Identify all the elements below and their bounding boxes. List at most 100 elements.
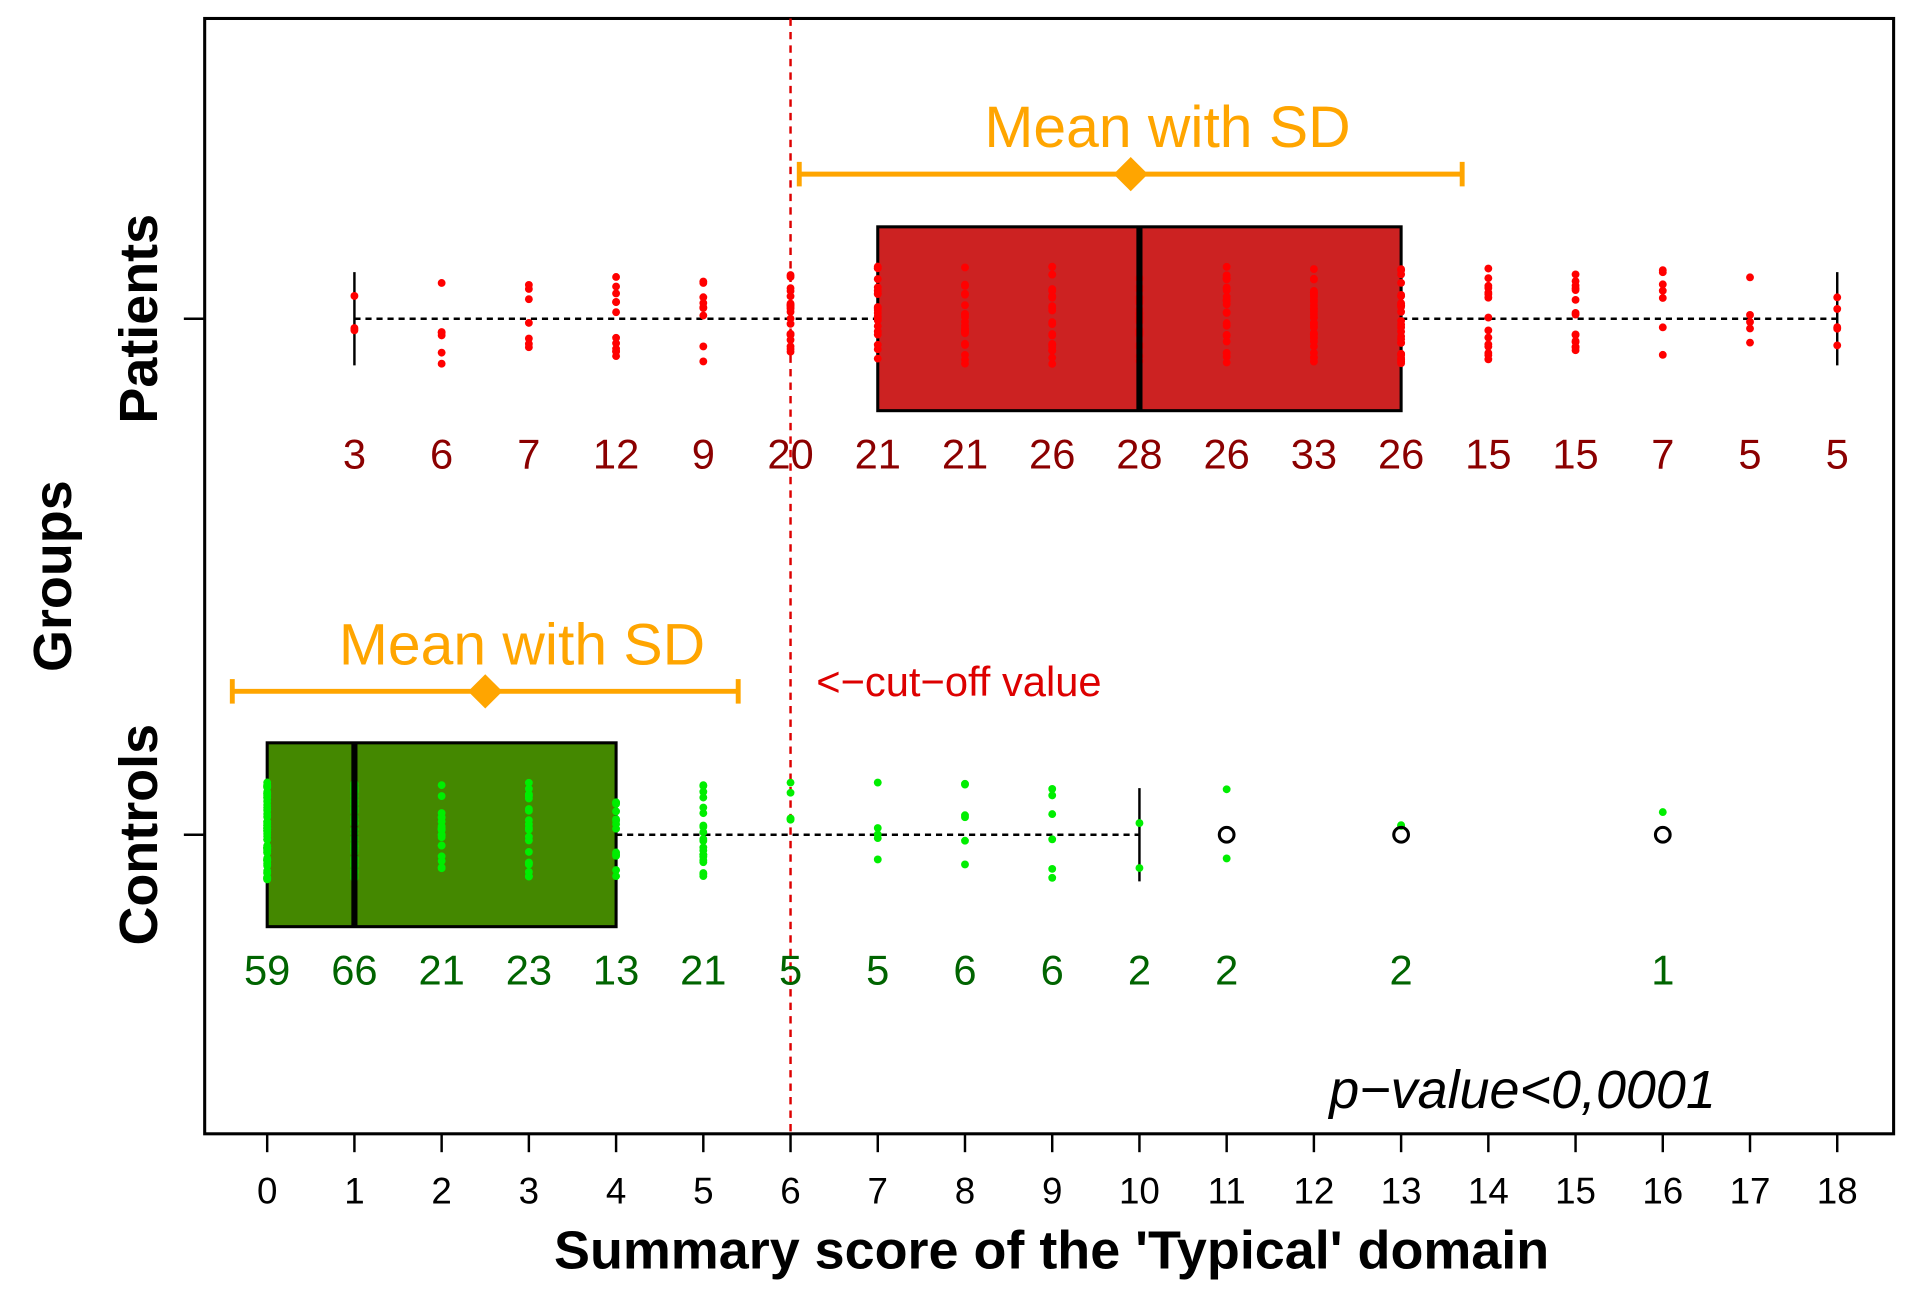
x-tick-label: 10 [1119, 1171, 1160, 1212]
count-label: 26 [1029, 430, 1075, 477]
x-tick-label: 18 [1817, 1171, 1858, 1212]
data-point [873, 275, 882, 284]
data-point [873, 289, 882, 298]
data-point [1048, 287, 1057, 295]
data-point [1833, 341, 1842, 350]
data-point [1397, 307, 1406, 316]
data-point [437, 781, 446, 790]
count-label: 20 [767, 430, 813, 477]
data-point [873, 306, 882, 314]
data-point [873, 330, 882, 339]
data-point [437, 279, 446, 287]
data-point [699, 277, 708, 286]
data-point [612, 816, 621, 825]
count-label: 15 [1465, 430, 1511, 477]
data-point [437, 863, 446, 872]
data-point [873, 855, 882, 864]
data-point [1048, 262, 1057, 271]
data-point [1658, 266, 1667, 275]
count-label: 2 [1390, 946, 1413, 993]
data-point [437, 831, 446, 840]
data-point [1222, 319, 1231, 328]
data-point [1397, 359, 1406, 368]
data-point [699, 782, 708, 790]
data-point [263, 868, 272, 877]
data-point [699, 342, 708, 351]
data-point [786, 287, 795, 295]
data-point [1484, 274, 1493, 283]
x-tick-label: 9 [1042, 1171, 1062, 1212]
data-point [786, 303, 795, 311]
y-tick-label-patients: Patients [109, 214, 169, 424]
data-point [437, 348, 446, 357]
data-point [350, 292, 359, 300]
data-point [786, 330, 795, 339]
mean-sd-label: Mean with SD [984, 95, 1350, 160]
data-point [612, 347, 621, 356]
count-label: 21 [418, 946, 464, 993]
data-point [1222, 349, 1231, 357]
data-point [786, 788, 795, 797]
data-point [1484, 351, 1493, 360]
x-tick-label: 7 [868, 1171, 888, 1212]
y-tick-label-controls: Controls [109, 724, 169, 946]
x-tick-label: 6 [780, 1171, 800, 1212]
data-point [524, 784, 533, 793]
data-point [873, 830, 882, 839]
x-tick-label: 16 [1642, 1171, 1683, 1212]
data-point [1309, 288, 1318, 297]
data-point [612, 807, 621, 816]
count-label: 7 [517, 430, 540, 477]
data-point [961, 317, 969, 326]
x-tick-label: 5 [693, 1171, 713, 1212]
data-point [961, 263, 969, 272]
count-label: 9 [692, 430, 715, 477]
data-point [1222, 358, 1231, 367]
data-point [263, 855, 272, 864]
data-point [873, 283, 882, 292]
data-point [1309, 322, 1318, 331]
data-point [1746, 318, 1754, 326]
data-point [961, 780, 969, 789]
count-label: 7 [1651, 430, 1674, 477]
data-point [524, 872, 533, 881]
count-label: 26 [1203, 430, 1249, 477]
data-point [1571, 337, 1580, 345]
data-point [612, 866, 621, 875]
data-point [437, 331, 446, 340]
data-point [524, 836, 533, 845]
data-point [1048, 835, 1057, 844]
data-point [612, 798, 621, 807]
data-point [263, 843, 272, 852]
data-point [612, 850, 621, 859]
data-point [1309, 330, 1318, 339]
data-point [524, 847, 533, 856]
data-point [1309, 301, 1318, 310]
data-point [1309, 337, 1318, 346]
data-point [1397, 270, 1406, 279]
count-label: 66 [331, 946, 377, 993]
data-point [524, 778, 533, 787]
data-point [699, 870, 708, 879]
data-point [1571, 295, 1580, 304]
data-point [961, 860, 969, 869]
count-label: 5 [866, 946, 889, 993]
data-point [1746, 338, 1754, 347]
data-point [961, 310, 969, 319]
data-point [873, 312, 882, 321]
data-point [1658, 280, 1667, 289]
x-tick-label: 3 [519, 1171, 539, 1212]
data-point [437, 809, 446, 817]
data-point [1833, 293, 1842, 302]
data-point [1484, 326, 1493, 335]
data-point [524, 823, 533, 832]
data-point [1222, 308, 1231, 317]
data-point [524, 285, 533, 293]
x-tick-label: 1 [344, 1171, 364, 1212]
count-label: 6 [430, 430, 453, 477]
count-label: 21 [680, 946, 726, 993]
data-point [524, 859, 533, 868]
data-point [1397, 335, 1406, 344]
data-point [1048, 864, 1057, 873]
